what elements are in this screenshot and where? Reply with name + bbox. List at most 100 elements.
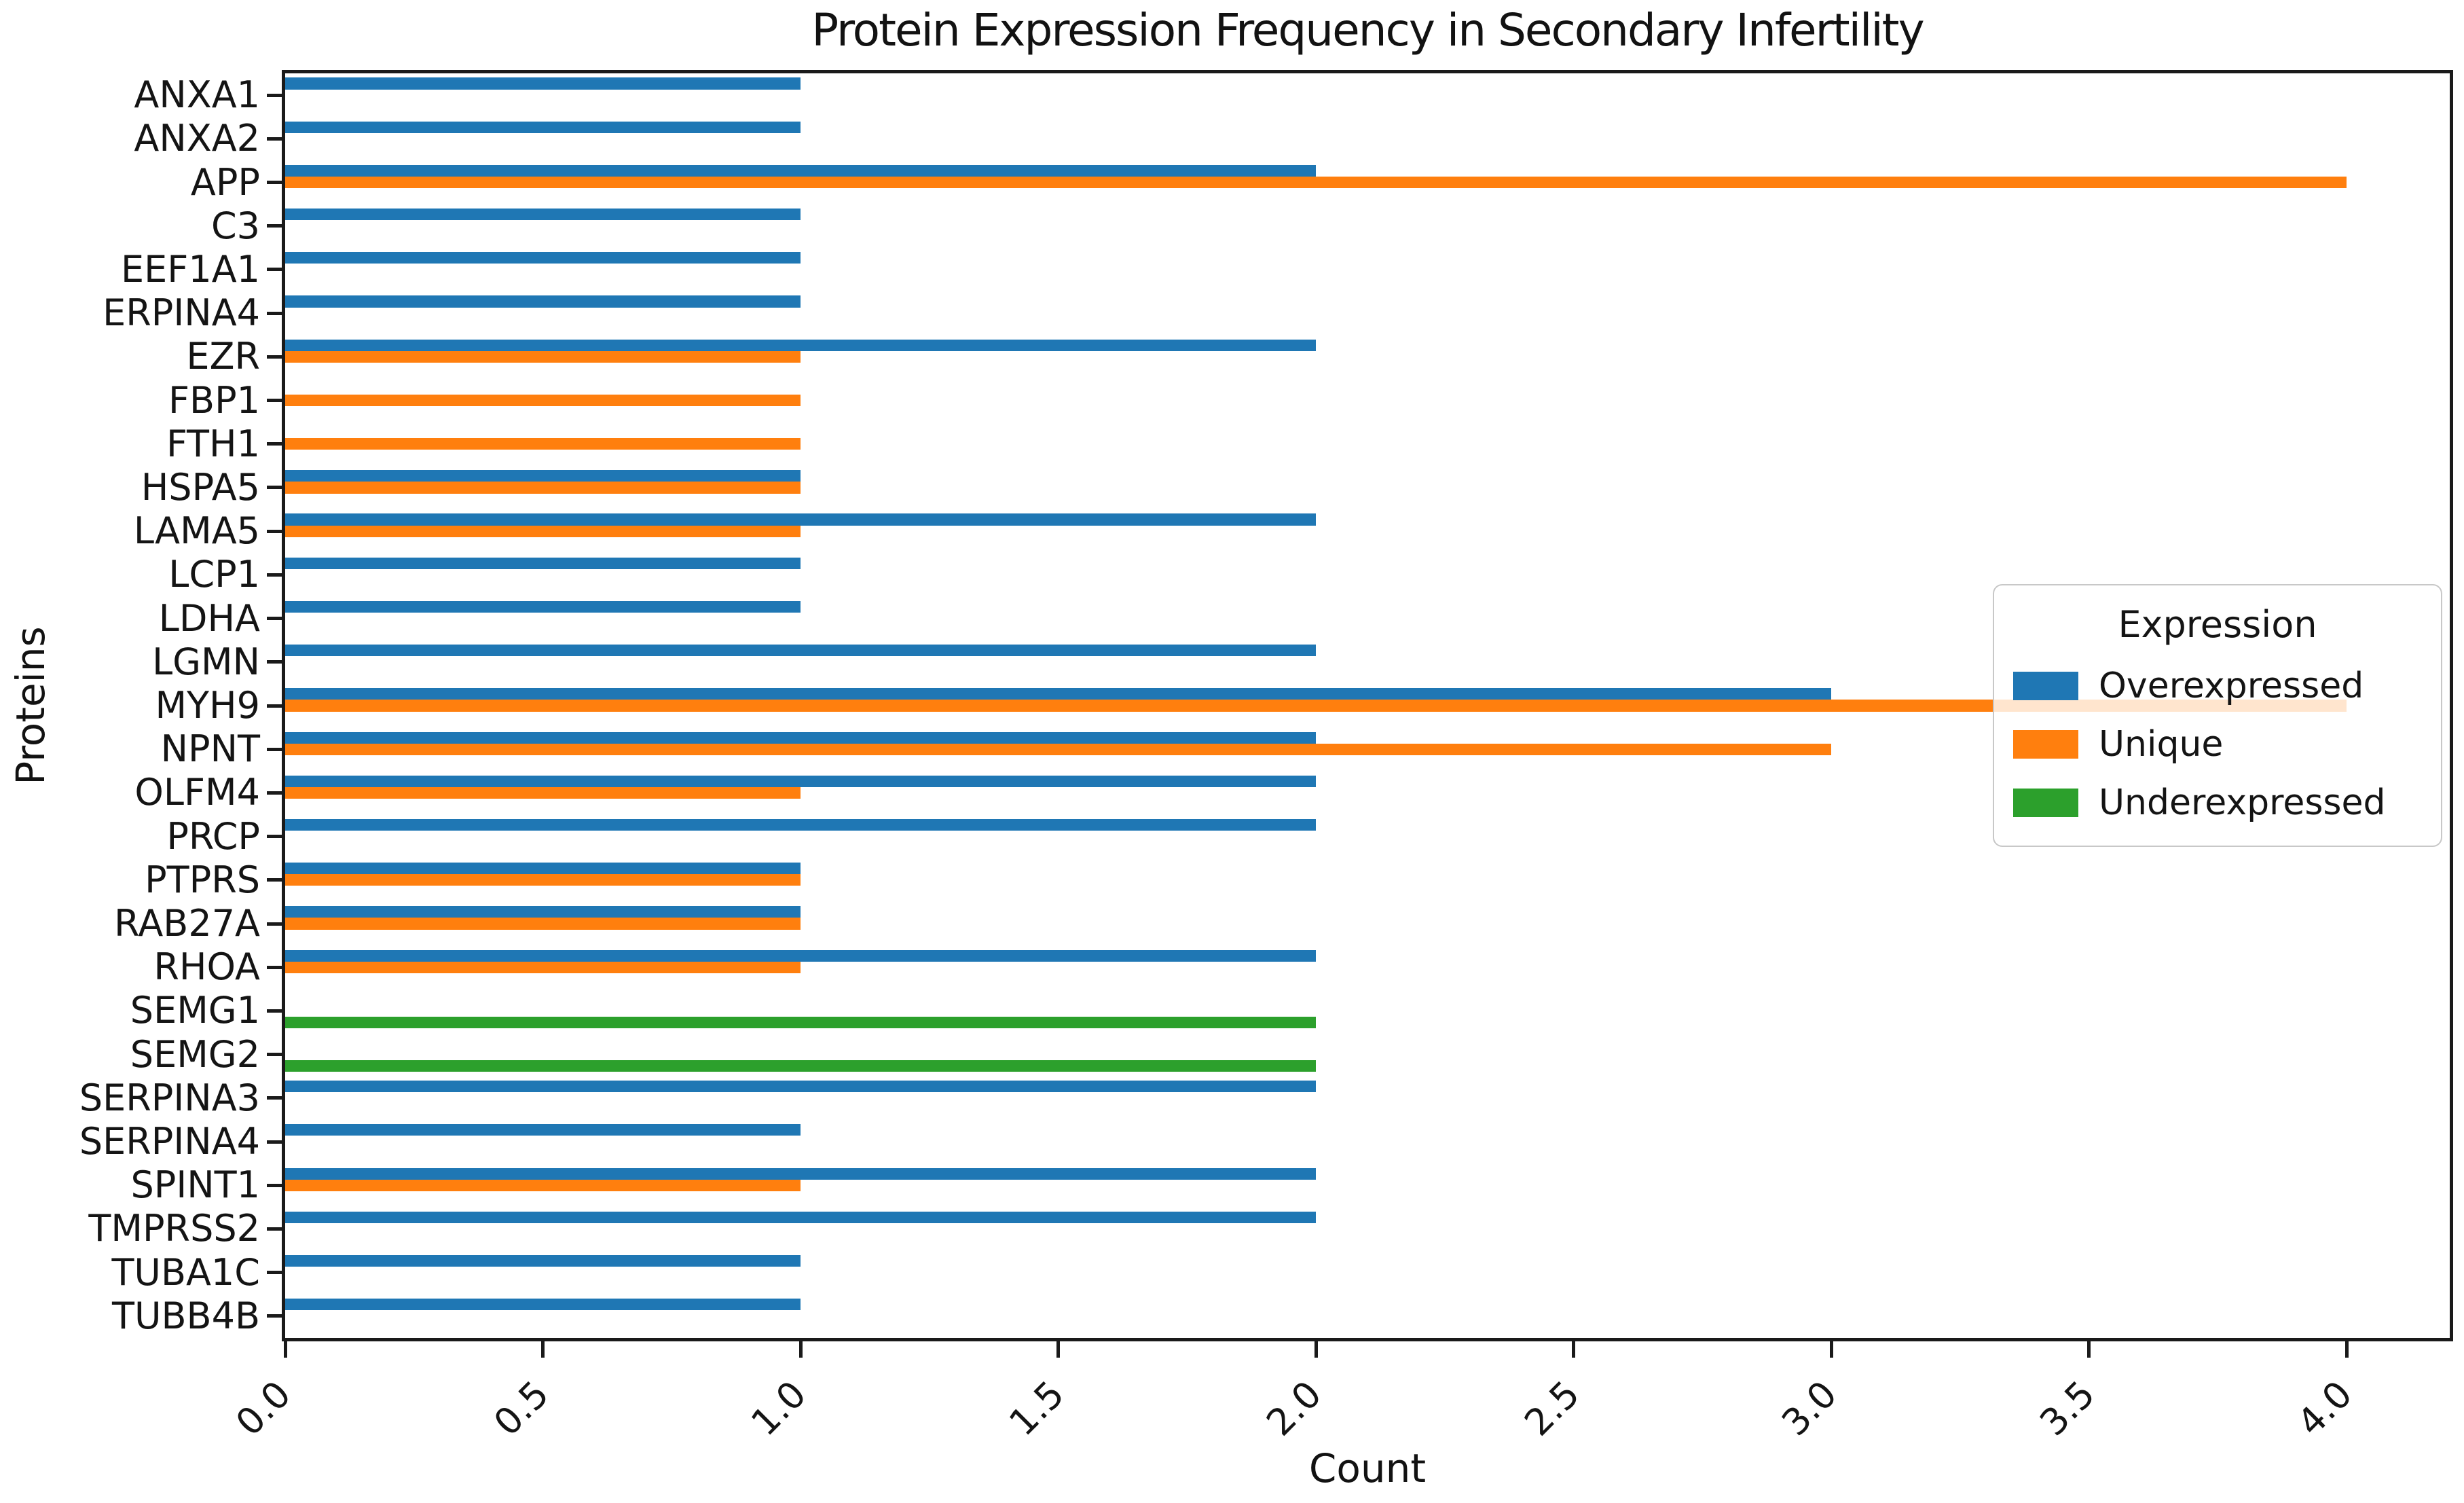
y-tick-label-olfm4: OLFM4 [134, 771, 260, 814]
y-tick-label-app: APP [190, 160, 260, 204]
y-tick-label-lgmn: LGMN [152, 640, 260, 683]
bar-unique-fth1 [285, 438, 801, 450]
bar-overexpressed-app [285, 164, 1317, 177]
x-tick-label-3.5: 3.5 [2031, 1373, 2103, 1445]
bar-unique-ptprs [285, 874, 801, 886]
bar-overexpressed-anxa1 [285, 77, 801, 90]
bar-unique-spint1 [285, 1179, 801, 1191]
x-tick-label-3.0: 3.0 [1773, 1373, 1845, 1445]
bar-overexpressed-eef1a1 [285, 252, 801, 264]
bar-unique-myh9 [285, 700, 2347, 712]
bar-underexpressed-semg2 [285, 1060, 1317, 1072]
y-tick-mark [267, 486, 282, 490]
y-tick-label-serpina3: SERPINA3 [79, 1076, 260, 1119]
x-tick-mark [283, 1341, 287, 1358]
y-tick-label-lcp1: LCP1 [168, 553, 260, 596]
bar-overexpressed-anxa2 [285, 121, 801, 133]
y-tick-mark [267, 355, 282, 359]
x-tick-mark [798, 1341, 803, 1358]
y-tick-mark [267, 1271, 282, 1275]
x-tick-label-2.5: 2.5 [1515, 1373, 1588, 1445]
legend-label: Unique [2099, 724, 2224, 765]
bar-unique-hspa5 [285, 482, 801, 494]
y-tick-label-rhoa: RHOA [153, 945, 260, 989]
y-tick-mark [267, 311, 282, 315]
y-tick-mark [267, 965, 282, 969]
y-tick-mark [267, 1183, 282, 1187]
legend-item-unique: Unique [2013, 715, 2422, 774]
x-tick-mark [1572, 1341, 1576, 1358]
bar-unique-npnt [285, 743, 1832, 755]
bar-unique-rab27a [285, 918, 801, 930]
y-tick-label-ldha: LDHA [158, 596, 260, 640]
bar-overexpressed-tmprss2 [285, 1211, 1317, 1223]
y-tick-mark [267, 835, 282, 839]
bar-overexpressed-ldha [285, 600, 801, 613]
bar-unique-rhoa [285, 961, 801, 973]
y-tick-mark [267, 1314, 282, 1318]
y-tick-mark [267, 660, 282, 664]
y-tick-label-spint1: SPINT1 [130, 1163, 260, 1207]
bar-underexpressed-semg1 [285, 1017, 1317, 1029]
bar-unique-ezr [285, 350, 801, 363]
y-tick-mark [267, 181, 282, 185]
y-tick-mark [267, 1009, 282, 1013]
bar-overexpressed-rab27a [285, 906, 801, 918]
bar-overexpressed-prcp [285, 818, 1317, 831]
x-tick-label-1.0: 1.0 [743, 1373, 815, 1445]
y-tick-label-eef1a1: EEF1A1 [121, 247, 260, 291]
legend-swatch-overexpressed [2013, 672, 2078, 700]
plot-area: Expression Overexpressed Unique Underexpre… [282, 70, 2453, 1341]
y-tick-label-c3: C3 [210, 204, 260, 247]
y-tick-label-tmprss2: TMPRSS2 [88, 1207, 260, 1250]
bar-overexpressed-lgmn [285, 645, 1317, 657]
y-tick-mark [267, 442, 282, 446]
y-tick-label-prcp: PRCP [166, 814, 260, 858]
y-tick-mark [267, 1096, 282, 1100]
bar-overexpressed-olfm4 [285, 775, 1317, 787]
x-tick-mark [1314, 1341, 1318, 1358]
bar-unique-olfm4 [285, 786, 801, 799]
x-tick-label-0.5: 0.5 [485, 1373, 557, 1445]
bar-overexpressed-ptprs [285, 863, 801, 875]
y-tick-label-myh9: MYH9 [155, 684, 260, 727]
bar-overexpressed-myh9 [285, 688, 1832, 700]
y-tick-mark [267, 268, 282, 272]
x-tick-label-0.0: 0.0 [227, 1373, 299, 1445]
bar-overexpressed-lcp1 [285, 557, 801, 569]
bar-overexpressed-c3 [285, 209, 801, 221]
bar-overexpressed-hspa5 [285, 470, 801, 482]
y-tick-label-fbp1: FBP1 [168, 378, 260, 422]
y-tick-mark [267, 791, 282, 795]
bar-overexpressed-tubb4b [285, 1299, 801, 1311]
y-tick-label-semg1: SEMG1 [130, 989, 260, 1032]
bar-unique-lama5 [285, 525, 801, 537]
bar-unique-fbp1 [285, 394, 801, 407]
y-tick-label-serpina4: SERPINA4 [79, 1120, 260, 1163]
y-tick-mark [267, 747, 282, 751]
x-tick-label-2.0: 2.0 [1258, 1373, 1330, 1445]
bar-overexpressed-npnt [285, 731, 1317, 744]
legend-items: Overexpressed Unique Underexpressed [2013, 657, 2422, 832]
y-tick-mark [267, 573, 282, 577]
y-tick-label-semg2: SEMG2 [130, 1032, 260, 1076]
x-axis-label: Count [1308, 1445, 1427, 1491]
bar-overexpressed-serpina4 [285, 1124, 801, 1136]
y-tick-mark [267, 399, 282, 403]
bar-overexpressed-erpina4 [285, 295, 801, 308]
bar-overexpressed-rhoa [285, 949, 1317, 962]
bar-overexpressed-tuba1c [285, 1255, 801, 1267]
x-tick-mark [2345, 1341, 2349, 1358]
y-tick-mark [267, 704, 282, 708]
x-tick-mark [541, 1341, 545, 1358]
legend-label: Underexpressed [2099, 782, 2386, 823]
bars-layer [285, 73, 2450, 1338]
x-tick-label-1.5: 1.5 [1000, 1373, 1073, 1445]
y-tick-mark [267, 1227, 282, 1231]
y-tick-label-ptprs: PTPRS [145, 858, 260, 901]
y-tick-mark [267, 93, 282, 97]
legend-swatch-unique [2013, 730, 2078, 759]
y-tick-mark [267, 224, 282, 228]
chart-title: Protein Expression Frequency in Secondar… [811, 4, 1924, 56]
